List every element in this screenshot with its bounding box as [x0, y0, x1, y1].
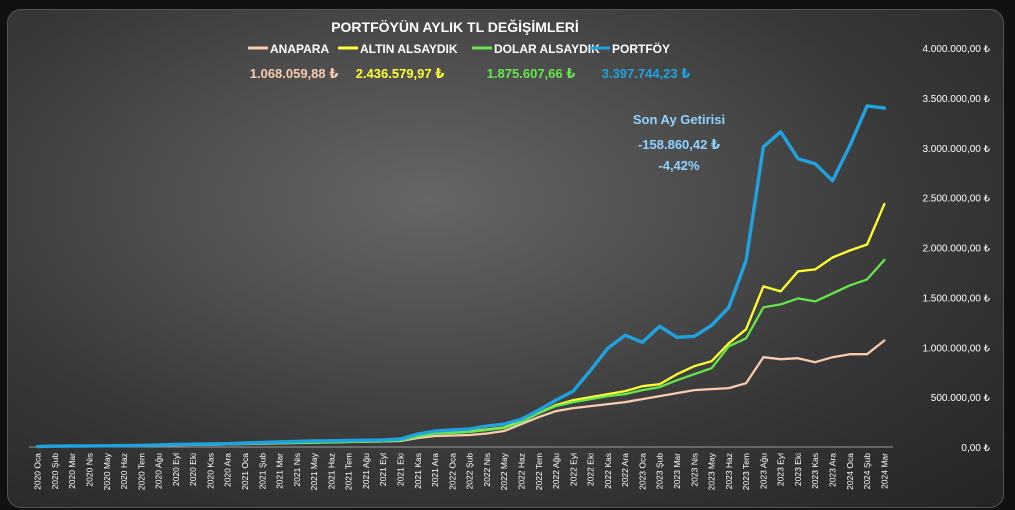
final-value-label: 1.875.607,66 ₺ — [487, 66, 576, 81]
chart-title: PORTFÖYÜN AYLIK TL DEĞİŞİMLERİ — [331, 18, 579, 35]
x-tick-label: 2020 Eki — [188, 453, 198, 486]
x-tick-label: 2020 Ara — [223, 453, 233, 487]
y-tick-label: 3.500.000,00 ₺ — [922, 94, 990, 105]
y-tick-label: 1.500.000,00 ₺ — [922, 293, 990, 304]
x-tick-label: 2021 Mar — [275, 453, 285, 489]
x-tick-label: 2021 Eyl — [378, 453, 388, 486]
legend-label: ANAPARA — [270, 42, 329, 56]
x-tick-label: 2021 Oca — [240, 453, 250, 490]
x-tick-label: 2023 Eki — [793, 453, 803, 486]
legend: ANAPARA ALTIN ALSAYDIK DOLAR ALSAYDIK PORTF… — [248, 41, 670, 56]
legend-label: PORTFÖY — [612, 41, 670, 56]
x-tick-label: 2021 Şub — [257, 453, 267, 490]
x-tick-label: 2022 Oca — [447, 453, 457, 490]
annotation-title: Son Ay Getirisi — [633, 112, 725, 127]
legend-label: DOLAR ALSAYDIK — [494, 42, 600, 56]
legend-label: ALTIN ALSAYDIK — [360, 42, 458, 56]
x-tick-label: 2020 Şub — [50, 453, 60, 490]
final-value-label: 1.068.059,88 ₺ — [250, 66, 339, 81]
x-tick-label: 2021 Nis — [292, 453, 302, 487]
x-tick-label: 2022 Tem — [534, 453, 544, 490]
last-month-return-annotation: Son Ay Getirisi -158.860,42 ₺ -4,42% — [633, 112, 725, 173]
annotation-amount: -158.860,42 ₺ — [638, 137, 720, 152]
x-tick-label: 2023 May — [707, 452, 717, 490]
x-tick-label: 2022 Ara — [620, 453, 630, 487]
x-tick-label: 2021 Ara — [430, 453, 440, 487]
x-tick-label: 2021 Haz — [326, 453, 336, 489]
x-tick-label: 2021 May — [309, 452, 319, 490]
series-line-altin-alsaydik — [36, 202, 886, 448]
x-tick-label: 2020 Ağu — [154, 453, 164, 489]
x-tick-label: 2021 Kas — [413, 453, 423, 489]
x-tick-label: 2022 May — [499, 452, 509, 490]
x-tick-label: 2023 Nis — [689, 453, 699, 487]
x-tick-label: 2020 Oca — [33, 453, 43, 490]
x-tick-label: 2023 Kas — [810, 453, 820, 489]
x-tick-label: 2022 Şub — [465, 453, 475, 490]
line-chart: PORTFÖYÜN AYLIK TL DEĞİŞİMLERİ ANAPARA AL… — [29, 18, 991, 490]
x-tick-label: 2023 Eyl — [776, 453, 786, 486]
y-tick-label: 0,00 ₺ — [961, 443, 990, 454]
x-tick-label: 2024 Oca — [845, 453, 855, 490]
x-tick-label: 2022 Nis — [482, 453, 492, 487]
x-tick-label: 2020 Haz — [119, 453, 129, 489]
chart-panel: PORTFÖYÜN AYLIK TL DEĞİŞİMLERİ ANAPARA AL… — [7, 9, 1004, 508]
y-tick-label: 500.000,00 ₺ — [931, 393, 991, 404]
series-lines — [35, 104, 887, 449]
x-tick-label: 2024 Mar — [879, 453, 889, 489]
x-tick-label: 2021 Eki — [396, 453, 406, 486]
x-tick-label: 2023 Tem — [741, 453, 751, 490]
x-tick-label: 2024 Şub — [862, 453, 872, 490]
x-tick-label: 2020 Eyl — [171, 453, 181, 486]
y-tick-label: 1.000.000,00 ₺ — [922, 343, 990, 354]
y-tick-label: 2.500.000,00 ₺ — [922, 194, 990, 205]
x-tick-label: 2022 Ağu — [551, 453, 561, 489]
annotation-percent: -4,42% — [658, 158, 700, 173]
x-tick-label: 2023 Mar — [672, 453, 682, 489]
x-axis: 2020 Oca 2020 Şub 2020 Mar 2020 Nis 2020 May… — [29, 446, 893, 490]
x-tick-label: 2020 May — [102, 452, 112, 490]
x-tick-label: 2022 Eki — [586, 453, 596, 486]
x-tick-label: 2023 Şub — [655, 453, 665, 490]
x-tick-label: 2020 Kas — [205, 453, 215, 489]
y-tick-label: 2.000.000,00 ₺ — [922, 244, 990, 255]
series-line-portf-y — [35, 104, 887, 449]
x-tick-label: 2020 Mar — [67, 453, 77, 489]
x-tick-label: 2021 Ağu — [361, 453, 371, 489]
x-tick-label: 2022 Haz — [516, 453, 526, 489]
final-value-labels: 1.068.059,88 ₺ 2.436.579,97 ₺ 1.875.607,66… — [250, 66, 691, 81]
series-line-dolar-alsaydik — [36, 258, 886, 448]
x-tick-label: 2022 Kas — [603, 453, 613, 489]
y-tick-label: 4.000.000,00 ₺ — [922, 44, 990, 55]
x-tick-label: 2023 Oca — [637, 453, 647, 490]
x-tick-label: 2023 Ara — [828, 453, 838, 487]
final-value-label: 3.397.744,23 ₺ — [602, 66, 691, 81]
x-tick-label: 2022 Eyl — [568, 453, 578, 486]
x-tick-label: 2020 Tem — [136, 453, 146, 490]
x-tick-label: 2023 Ağu — [758, 453, 768, 489]
y-axis: 0,00 ₺ 500.000,00 ₺ 1.000.000,00 ₺ 1.500.00… — [922, 44, 990, 454]
x-tick-label: 2023 Haz — [724, 453, 734, 489]
x-tick-label: 2020 Nis — [84, 453, 94, 487]
y-tick-label: 3.000.000,00 ₺ — [922, 144, 990, 155]
final-value-label: 2.436.579,97 ₺ — [356, 66, 445, 81]
x-tick-label: 2021 Tem — [344, 453, 354, 490]
